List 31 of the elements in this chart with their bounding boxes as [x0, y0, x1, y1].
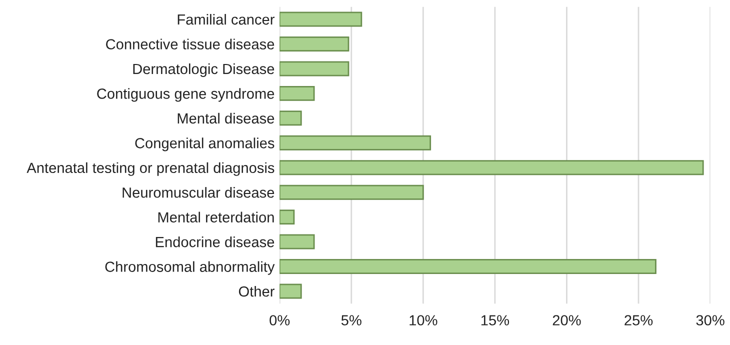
bar — [280, 210, 295, 225]
bar — [280, 86, 315, 101]
bar — [280, 234, 315, 250]
bar — [280, 160, 704, 176]
y-tick-label: Congenital anomalies — [135, 138, 274, 152]
bar — [280, 61, 350, 76]
x-tick-label: 30% — [696, 315, 724, 326]
y-tick-label: Connective tissue disease — [106, 38, 274, 50]
bar — [280, 284, 302, 299]
bar — [280, 12, 362, 27]
y-tick-label: Mental reterdation — [158, 212, 274, 222]
y-tick-label: Familial cancer — [178, 14, 274, 25]
bar — [280, 36, 350, 52]
x-tick-label: 25% — [624, 315, 653, 326]
bar — [280, 259, 656, 274]
x-tick-label: 15% — [481, 315, 510, 326]
bar — [280, 110, 302, 126]
bar — [280, 184, 424, 200]
x-tick-label: 20% — [552, 315, 581, 326]
y-tick-label: Chromosomal abnormality — [105, 261, 275, 275]
y-tick-label: Mental disease — [178, 112, 274, 124]
y-tick-label: Dermatologic Disease — [133, 63, 274, 78]
x-tick-label: 5% — [341, 315, 362, 326]
y-tick-label: Endocrine disease — [156, 236, 274, 248]
y-tick-label: Antenatal testing or prenatal diagnosis — [26, 162, 274, 176]
x-tick-label: 10% — [410, 315, 438, 326]
x-tick-label: 0% — [270, 315, 290, 326]
y-tick-label: Neuromuscular disease — [122, 187, 274, 198]
y-tick-label: Other — [238, 286, 274, 297]
bar — [280, 135, 432, 150]
y-tick-label: Contiguous gene syndrome — [97, 88, 274, 102]
